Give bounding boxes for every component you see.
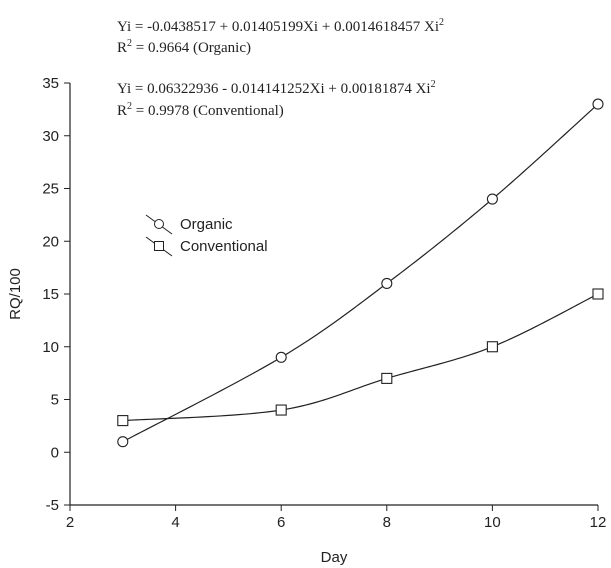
- organic-r2: R2 = 0.9664 (Organic): [117, 38, 251, 56]
- legend-organic-marker: [154, 219, 164, 229]
- point-conventional: [381, 372, 393, 384]
- point-organic: [381, 277, 393, 290]
- x-tick-label: 6: [277, 514, 285, 531]
- point-conventional: [486, 341, 498, 353]
- point-organic: [486, 193, 498, 205]
- fit-curves: [122, 103, 599, 443]
- y-tick-label: 10: [42, 339, 59, 356]
- x-tick-label: 12: [590, 514, 607, 531]
- y-tick-label: 35: [42, 75, 59, 92]
- fit-curve-organic: [122, 103, 599, 443]
- point-organic: [592, 98, 604, 110]
- point-conventional: [275, 404, 287, 416]
- y-tick-label: 5: [51, 392, 59, 409]
- y-tick-label: 20: [42, 233, 59, 250]
- legend-conventional-label: Conventional: [180, 238, 268, 255]
- y-ticks: -5 0 5 10 15 20 25 30 35: [42, 75, 70, 514]
- y-axis-label: RQ/100: [7, 268, 24, 320]
- x-axis-label: Day: [321, 549, 348, 566]
- x-tick-label: 8: [383, 514, 391, 531]
- y-tick-label: 15: [42, 286, 59, 303]
- legend: Organic Conventional: [145, 214, 268, 257]
- y-tick-label: 25: [42, 181, 59, 198]
- point-conventional: [117, 415, 129, 427]
- y-tick-label: 30: [42, 128, 59, 145]
- x-ticks: 2 4 6 8 10 12: [66, 505, 607, 531]
- x-tick-label: 2: [66, 514, 74, 531]
- y-tick-label: -5: [46, 497, 59, 514]
- point-conventional: [592, 288, 604, 300]
- x-tick-label: 4: [171, 514, 179, 531]
- organic-equation: Yi = -0.0438517 + 0.01405199Xi + 0.00146…: [117, 17, 444, 35]
- y-tick-label: 0: [51, 444, 59, 461]
- conventional-equation: Yi = 0.06322936 - 0.014141252Xi + 0.0018…: [117, 79, 436, 97]
- legend-organic-label: Organic: [180, 216, 233, 233]
- point-organic: [275, 351, 287, 363]
- data-markers: [117, 98, 604, 448]
- x-tick-label: 10: [484, 514, 501, 531]
- legend-conventional-marker: [154, 241, 164, 251]
- conventional-r2: R2 = 0.9978 (Conventional): [117, 101, 284, 119]
- fit-curve-conventional: [122, 293, 599, 422]
- point-organic: [117, 436, 129, 448]
